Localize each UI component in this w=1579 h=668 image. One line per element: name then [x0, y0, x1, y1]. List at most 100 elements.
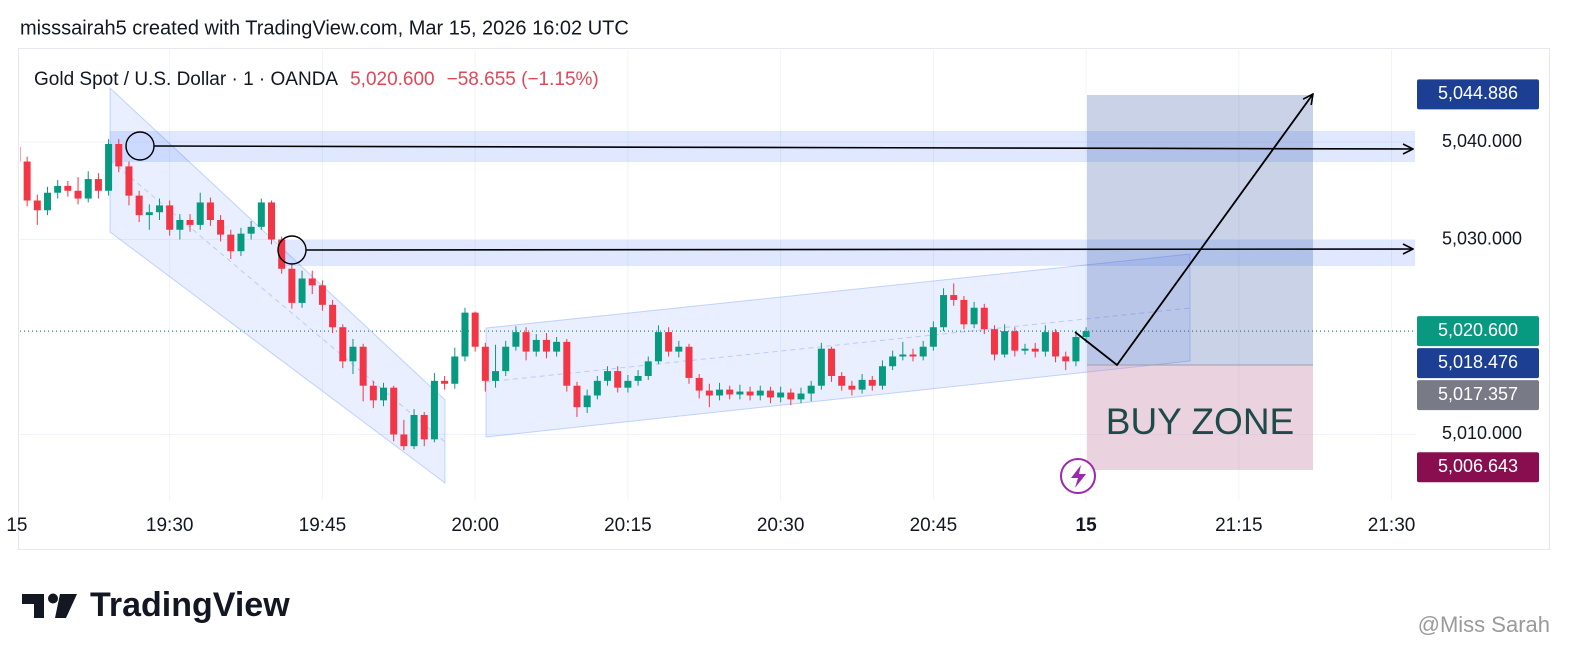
candle-body	[135, 195, 143, 216]
candle-body	[542, 339, 550, 352]
last-price: 5,020.600	[350, 69, 435, 90]
buy-zone	[1087, 365, 1313, 470]
channel-midline	[485, 307, 1191, 383]
candle-body	[278, 239, 286, 269]
x-tick-label: 20:00	[451, 515, 499, 536]
candle-body	[298, 278, 306, 303]
candle-body	[828, 348, 836, 376]
candle-body	[441, 380, 449, 384]
candle-body	[777, 392, 785, 398]
candle-body	[288, 268, 296, 303]
overlays: BUY ZONE	[125, 94, 1413, 442]
candle-body	[349, 346, 357, 362]
candle-body	[685, 346, 693, 378]
candle-body	[390, 387, 398, 435]
candle-body	[1041, 332, 1049, 352]
y-tick-label: 5,030.000	[1442, 228, 1522, 248]
candle-body	[573, 385, 581, 408]
candle-body	[797, 393, 805, 400]
candle-body	[33, 200, 41, 211]
candle-body	[481, 346, 489, 381]
price-tag	[1417, 380, 1539, 411]
x-tick-label: 20:15	[604, 515, 652, 536]
candle-body	[461, 312, 469, 357]
candle-body	[125, 166, 133, 196]
candle-body	[858, 379, 866, 390]
candle-body	[1052, 332, 1060, 357]
x-tick-label: 19:30	[146, 515, 194, 536]
x-tick-label: 21:30	[1368, 515, 1416, 536]
buy-zone-label: BUY ZONE	[1106, 401, 1294, 442]
x-tick-label: 15	[6, 515, 27, 536]
candle-body	[492, 371, 500, 381]
candle-body	[176, 220, 184, 230]
candle-body	[634, 375, 642, 381]
candle-body	[237, 233, 245, 252]
candle-body	[380, 387, 388, 401]
watermark: @Miss Sarah	[1418, 612, 1550, 637]
candle-body	[227, 234, 235, 252]
candle-body	[919, 346, 927, 357]
target-zone	[1087, 95, 1313, 365]
candle-body	[848, 385, 856, 390]
x-tick-label: 20:30	[757, 515, 805, 536]
candle-body	[1021, 348, 1029, 351]
candle-body	[105, 143, 113, 191]
grid	[20, 50, 1415, 500]
candle-body	[716, 389, 724, 396]
candle-body	[1031, 348, 1039, 352]
arrow-line	[305, 249, 1413, 250]
candle-body	[940, 295, 948, 328]
candle-body	[74, 190, 82, 199]
candle-body	[1001, 331, 1009, 355]
candle-body	[430, 380, 438, 440]
x-tick-label: 21:15	[1215, 515, 1263, 536]
price-tag-label: 5,017.357	[1438, 384, 1518, 404]
projection-arrow	[1074, 94, 1313, 367]
price-tag-label: 5,018.476	[1438, 352, 1518, 372]
candle-body	[329, 304, 337, 328]
price-tag	[1417, 316, 1539, 347]
candle-body	[369, 385, 377, 401]
candle-body	[838, 375, 846, 386]
candle-body	[532, 339, 540, 352]
candle-body	[43, 192, 51, 211]
candle-body	[217, 220, 225, 235]
candle-body	[817, 348, 825, 386]
candle-body	[787, 392, 795, 400]
x-tick-label: 19:45	[299, 515, 347, 536]
candle-body	[807, 385, 815, 394]
candle-body	[990, 329, 998, 355]
candle-body	[84, 179, 92, 199]
candle-body	[64, 185, 72, 191]
candle-body	[1062, 356, 1070, 362]
price-change: −58.655 (−1.15%)	[447, 69, 599, 90]
candle-body	[614, 371, 622, 388]
candle-body	[736, 391, 744, 395]
candle-body	[553, 341, 561, 352]
ascending-channel	[485, 253, 1191, 438]
header-legend: Gold Spot / U.S. Dollar · 1 · OANDA 5,02…	[34, 69, 599, 90]
candle-body	[451, 356, 459, 384]
candle-body	[665, 332, 673, 352]
candle-body	[206, 202, 214, 221]
candle-body	[308, 278, 316, 286]
candle-body	[257, 202, 265, 227]
candle-body	[318, 285, 326, 305]
candle-body	[400, 434, 408, 447]
candle-body	[593, 380, 601, 396]
y-tick-label: 5,010.000	[1442, 423, 1522, 443]
candle-body	[695, 377, 703, 391]
candle-body	[186, 220, 194, 225]
y-tick-label: 5,040.000	[1442, 131, 1522, 151]
candle-body	[166, 205, 174, 230]
candle-body	[1072, 336, 1080, 362]
event-icon	[1060, 458, 1096, 494]
candle-body	[94, 179, 102, 191]
price-tag-label: 5,006.643	[1438, 456, 1518, 476]
x-tick-label: 15	[1076, 515, 1098, 536]
candle-body	[156, 205, 163, 213]
candle-body	[878, 366, 886, 386]
